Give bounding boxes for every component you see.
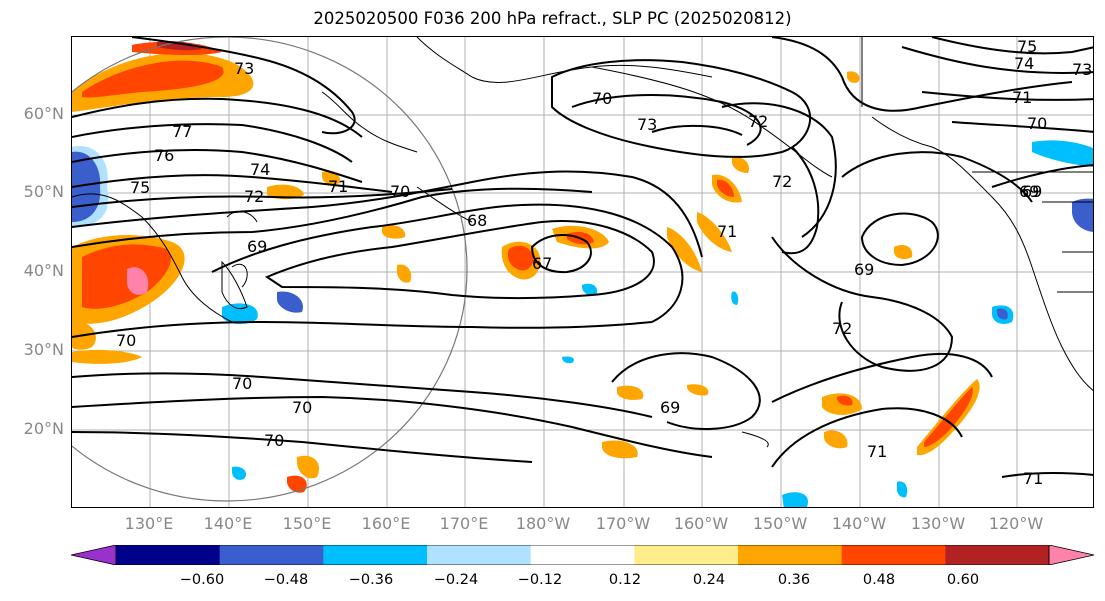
colorbar-extend-high [1048,545,1095,565]
contour-label: 69 [1019,182,1039,201]
contour-label: 71 [328,177,348,196]
lat-label-50n: 50°N [23,182,64,201]
range-circle [72,37,468,502]
colorbar-tick-label: 0.60 [946,572,980,588]
contour-label: 76 [154,146,174,165]
colorbar-segment [945,545,1050,565]
map-title: 2025020500 F036 200 hPa refract., SLP PC… [313,9,792,28]
contour-label: 71 [1023,469,1043,488]
contour-label: 69 [854,260,874,279]
colorbar-segment [323,545,428,565]
contour-label: 68 [467,211,487,230]
colorbar-extend-low [71,545,117,565]
contour-label: 73 [1072,60,1092,79]
lat-label-20n: 20°N [23,419,64,438]
refractivity-shading [72,41,1093,507]
contour-label: 74 [1014,54,1034,73]
coastlines [72,37,1093,448]
contour-label: 73 [234,59,254,78]
colorbar-tick-label: −0.36 [348,572,394,588]
colorbar-tick-label: −0.60 [179,572,225,588]
contour-label: 70 [264,431,284,450]
contour-label: 69 [247,237,267,256]
contour-label: 69 [660,398,680,417]
map-panel: 73 77 76 75 74 72 71 70 69 68 67 70 70 7… [71,36,1094,508]
contour-label: 77 [172,122,192,141]
colorbar-tick-label: −0.48 [263,572,309,588]
contour-label: 70 [116,331,136,350]
contour-label: 72 [748,112,768,131]
colorbar-segment [219,545,324,565]
colorbar-tick-label: 0.24 [692,572,726,588]
contour-label: 75 [130,178,150,197]
contour-label: 70 [390,182,410,201]
colorbar-tick-label: 0.48 [862,572,896,588]
contour-label: 71 [1012,88,1032,107]
colorbar-tick-label: −0.24 [433,572,479,588]
lon-label-170e: 170°E [439,514,489,533]
lon-label-170w: 170°W [595,514,651,533]
colorbar-segment [427,545,532,565]
contour-label: 70 [232,374,252,393]
colorbar-tick-label: 0.36 [777,572,811,588]
lon-label-130e: 130°E [124,514,174,533]
contour-label: 71 [867,442,887,461]
lon-label-160w: 160°W [673,514,729,533]
contour-label-group: 73 77 76 75 74 72 71 70 69 68 67 70 70 7… [116,37,1092,488]
colorbar [71,545,1095,565]
lon-label-160e: 160°E [361,514,411,533]
lat-label-30n: 30°N [23,340,64,359]
lon-label-150e: 150°E [282,514,332,533]
map-canvas: 73 77 76 75 74 72 71 70 69 68 67 70 70 7… [72,37,1093,507]
colorbar-tick-label: 0.12 [608,572,642,588]
contour-label: 72 [832,319,852,338]
contour-label: 67 [532,254,552,273]
contour-label: 69 [1022,182,1042,201]
contour-label: 74 [250,160,270,179]
colorbar-segment [116,545,221,565]
contour-label: 72 [772,172,792,191]
colorbar-segment [530,545,635,565]
colorbar-tick-label: −0.12 [517,572,563,588]
lat-label-60n: 60°N [23,104,64,123]
contour-label: 70 [292,398,312,417]
contour-label: 75 [1017,37,1037,56]
colorbar-segments [116,545,1050,565]
lon-label-150w: 150°W [752,514,808,533]
contour-label: 70 [592,89,612,108]
lon-label-120w: 120°W [988,514,1044,533]
contour-label: 72 [244,187,264,206]
lon-label-140e: 140°E [203,514,253,533]
colorbar-segment [738,545,843,565]
lon-label-140w: 140°W [831,514,887,533]
contour-label: 70 [1027,114,1047,133]
lat-label-40n: 40°N [23,261,64,280]
slp-contours [72,37,1093,478]
lon-label-130w: 130°W [910,514,966,533]
lon-label-180w: 180°W [515,514,571,533]
colorbar-segment [841,545,946,565]
colorbar-segment [634,545,739,565]
contour-label: 71 [717,222,737,241]
contour-label: 73 [637,115,657,134]
